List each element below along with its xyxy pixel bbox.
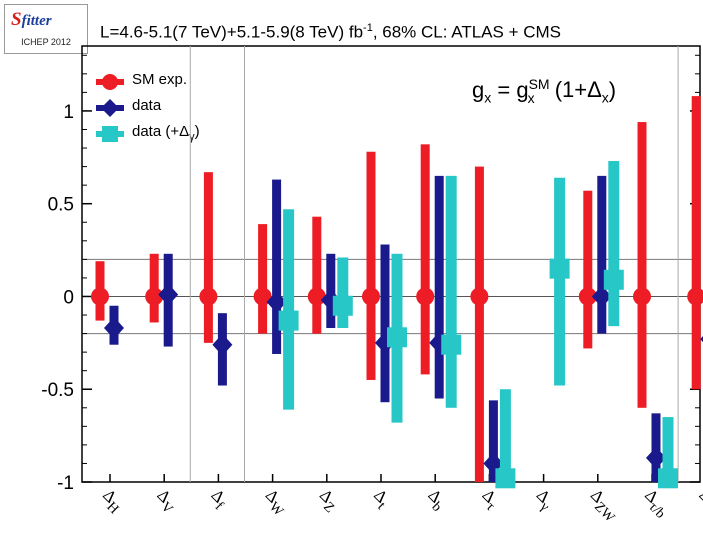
formula-rhs: g: [516, 77, 529, 103]
series-0-point-0: [91, 287, 109, 306]
legend-label-data: data: [132, 97, 162, 114]
series-0-point-7: [470, 287, 489, 306]
x-tick-label-5: Δt: [367, 485, 395, 513]
y-tick-label-2: 0: [63, 287, 74, 308]
logo: Sfitter ICHEP 2012: [4, 4, 88, 54]
series-2-errorbar-6: [608, 161, 620, 327]
series-0-errorbar-7: [474, 166, 484, 482]
series-1-point-8: [591, 285, 612, 308]
series-2-point-7: [658, 468, 678, 489]
series-0-errorbar-9: [637, 122, 647, 408]
series-1-errorbar-6: [434, 175, 444, 399]
y-tick-label-4: 1: [63, 102, 74, 123]
series-1-errorbar-3: [272, 179, 282, 354]
legend-marker-data-gamma: [96, 126, 124, 142]
formula-rhs-sup: SM: [528, 76, 550, 92]
series-2-point-0: [278, 310, 299, 331]
series-2-point-1: [332, 295, 353, 316]
x-tick-label-7: Δτ: [475, 485, 504, 514]
legend-label-data-gamma-sub: γ: [189, 131, 195, 143]
y-tick-label-3: 0.5: [48, 195, 74, 216]
series-2-errorbar-7: [662, 417, 674, 482]
x-tick-label-6: Δb: [421, 485, 451, 515]
series-0-point-2: [199, 287, 218, 306]
series-1-point-1: [158, 283, 179, 306]
series-2-errorbar-1: [337, 257, 349, 329]
series-0-errorbar-10: [691, 96, 701, 390]
series-1-point-10: [700, 336, 703, 343]
title-prefix: L=4.6-5.1(7 TeV)+5.1-5.9(8 TeV) fb: [100, 22, 364, 42]
x-tick-label-base-11: Δ: [695, 485, 703, 506]
legend-label-data-gamma: data (+Δγ): [132, 123, 200, 143]
series-2-errorbar-4: [499, 389, 511, 482]
series-2-point-6: [603, 269, 624, 290]
x-tick-label-4: ΔZ: [312, 485, 343, 516]
formula-rhs-sub: x: [527, 89, 535, 106]
series-0-point-10: [687, 287, 703, 306]
series-0-errorbar-4: [312, 216, 322, 334]
series-1-errorbar-8: [597, 175, 607, 334]
series-2-errorbar-5: [554, 177, 566, 386]
series-0-errorbar-3: [258, 224, 268, 334]
legend-marker-data: [96, 99, 124, 117]
series-0-errorbar-5: [366, 151, 376, 380]
title-suffix: , 68% CL: ATLAS + CMS: [372, 22, 562, 42]
coupling-formula: gx = gSMx (1+Δx): [472, 76, 616, 106]
series-2-errorbar-0: [283, 209, 295, 410]
x-tick-label-11: Δb/W: [692, 485, 703, 527]
plot-frame: [81, 45, 701, 483]
title-sup: -1: [363, 22, 373, 34]
chart-title: L=4.6-5.1(7 TeV)+5.1-5.9(8 TeV) fb-1, 68…: [100, 22, 561, 43]
y-tick-label-0: -1: [57, 473, 74, 494]
series-0-errorbar-6: [420, 144, 430, 375]
series-0-errorbar-2: [203, 172, 213, 343]
series-1-point-3: [266, 291, 287, 314]
x-tick-label-10: Δτ/b: [638, 485, 674, 521]
x-tick-label-0: ΔH: [96, 485, 128, 517]
series-1-point-2: [212, 333, 233, 356]
formula-tail-end: ): [608, 77, 617, 103]
series-0-point-3: [253, 287, 272, 306]
legend-marker-sm: [96, 74, 124, 90]
series-0-errorbar-8: [583, 190, 593, 349]
series-2-errorbar-3: [445, 175, 457, 408]
series-2-point-4: [495, 468, 516, 489]
legend-label-data-gamma-base: data (+Δ: [132, 123, 190, 140]
formula-lhs: g: [472, 77, 485, 103]
formula-lhs-sub: x: [484, 89, 492, 106]
formula-tail-sub: x: [601, 89, 609, 106]
series-1-point-0: [104, 317, 124, 340]
series-1-point-9: [646, 446, 666, 469]
series-0-point-1: [145, 287, 164, 306]
series-2-point-3: [441, 334, 462, 355]
legend-label-sm: SM exp.: [132, 71, 188, 88]
sfitter-logo-mark: Sfitter: [11, 9, 52, 30]
series-1-errorbar-5: [380, 244, 390, 403]
x-tick-label-3: ΔW: [258, 485, 293, 520]
legend-label-data-gamma-end: ): [194, 123, 200, 140]
x-tick-label-2: Δf: [204, 485, 232, 513]
series-0-point-9: [633, 287, 651, 306]
series-0-point-5: [362, 287, 380, 306]
x-tick-label-8: Δγ: [529, 485, 558, 514]
series-1-errorbar-7: [488, 400, 498, 482]
y-tick-label-1: -0.5: [41, 380, 74, 401]
series-0-point-6: [416, 287, 435, 306]
x-tick-label-1: ΔV: [150, 485, 182, 517]
formula-eq: =: [491, 77, 517, 103]
series-0-point-4: [307, 287, 326, 306]
series-2-point-2: [387, 327, 407, 348]
series-0-point-8: [578, 287, 597, 306]
series-2-point-5: [549, 258, 570, 279]
x-tick-label-9: ΔZW: [583, 485, 624, 526]
logo-event-label: ICHEP 2012: [21, 37, 71, 47]
formula-tail: (1+Δ: [548, 77, 602, 103]
